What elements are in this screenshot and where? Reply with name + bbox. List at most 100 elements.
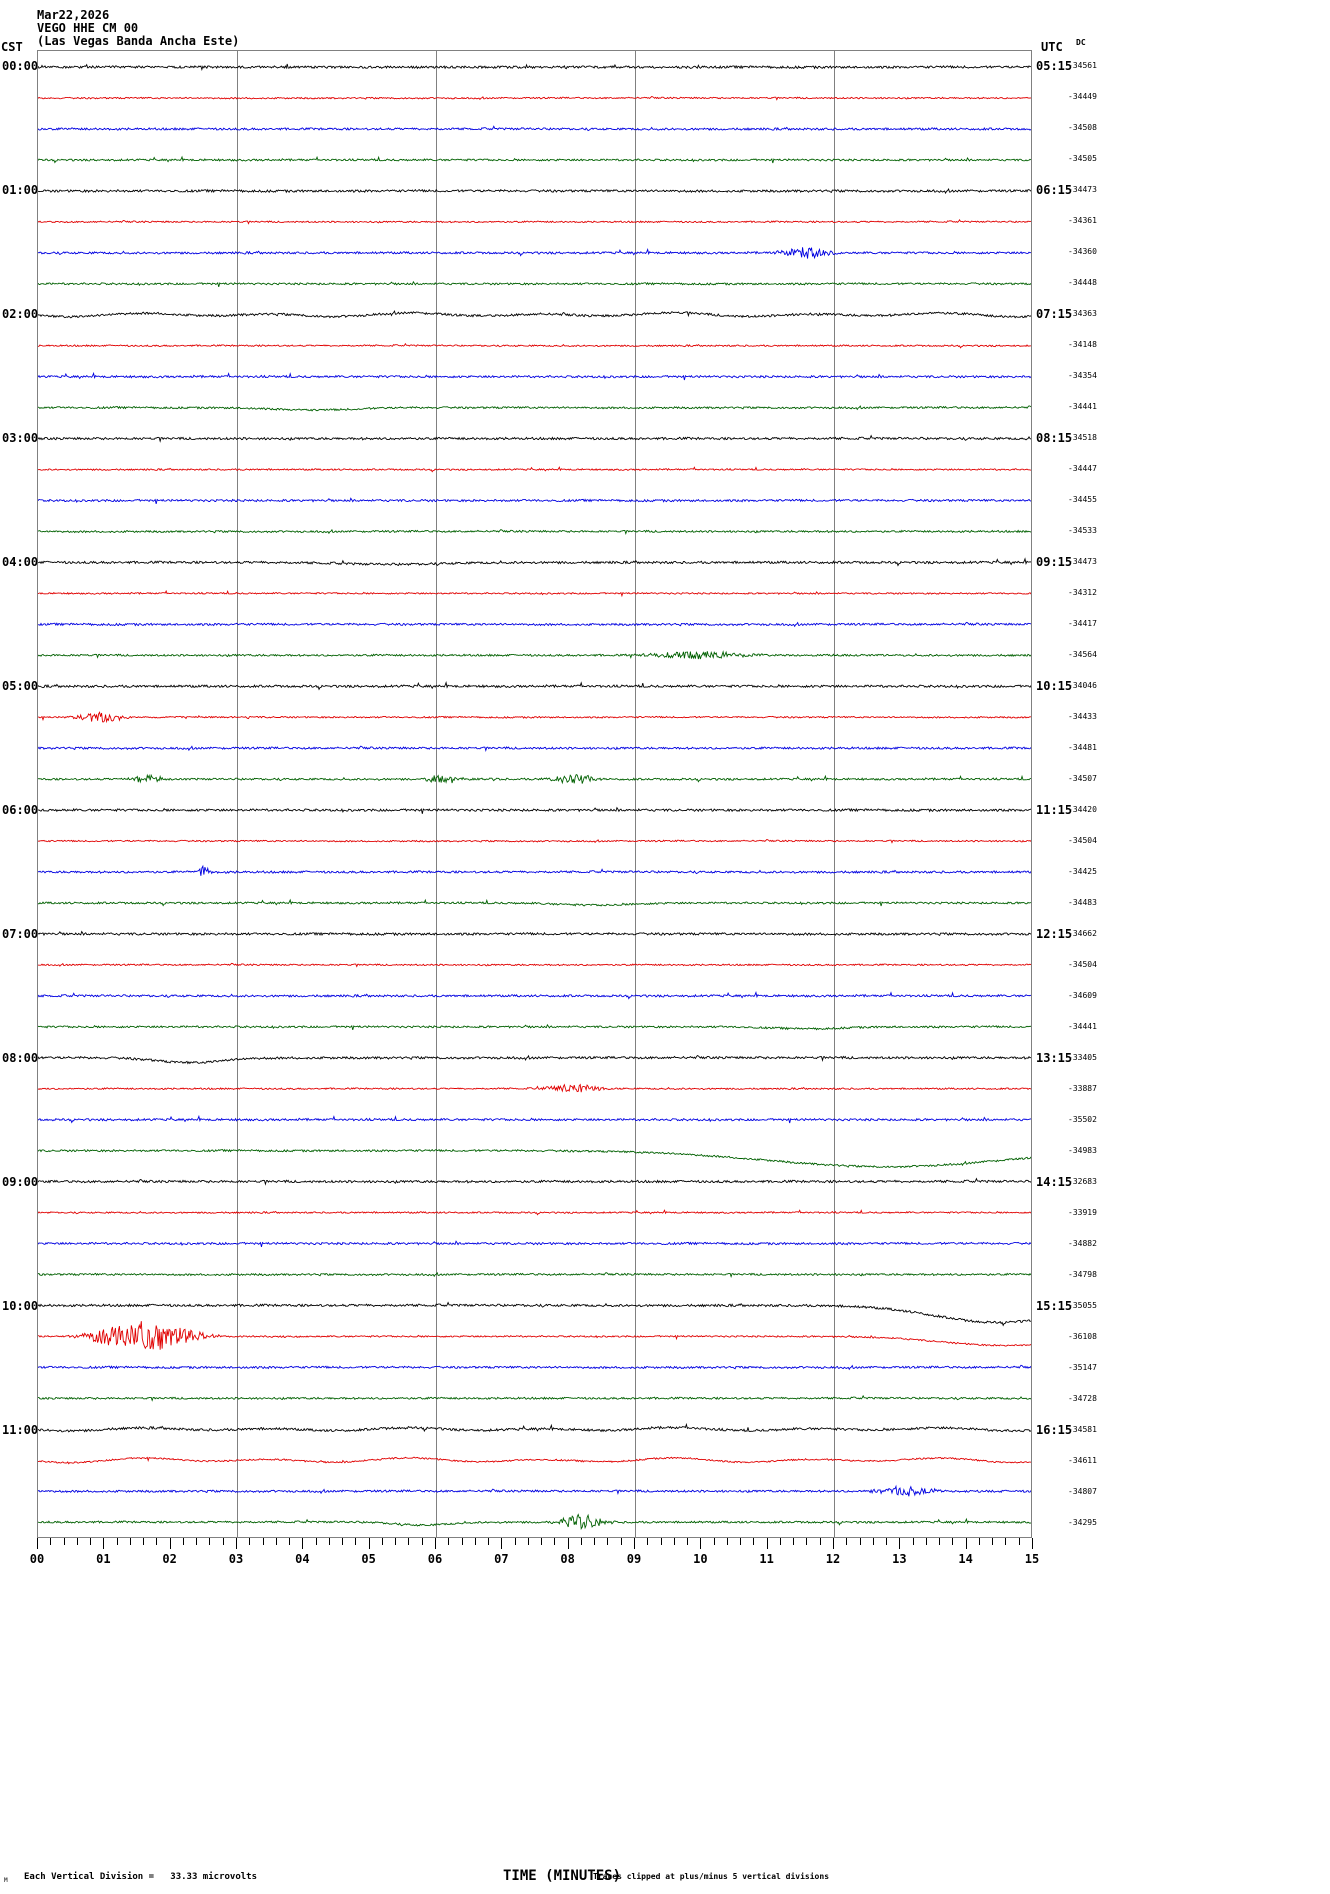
dc-offset-value: -34504 bbox=[1068, 960, 1097, 970]
x-axis-tick-label: 13 bbox=[892, 1552, 907, 1566]
x-tick-minor bbox=[594, 1538, 596, 1545]
corner-mark: M bbox=[4, 1877, 8, 1884]
x-tick-minor bbox=[607, 1538, 609, 1545]
utc-time-label: 12:15 bbox=[1036, 927, 1073, 942]
utc-time-label: 07:15 bbox=[1036, 307, 1073, 322]
x-tick-minor bbox=[315, 1538, 317, 1545]
dc-offset-value: -34518 bbox=[1068, 433, 1097, 443]
dc-offset-value: -34798 bbox=[1068, 1270, 1097, 1280]
trace-row-1 bbox=[38, 96, 1031, 101]
utc-time-label: 14:15 bbox=[1036, 1175, 1073, 1190]
x-tick-major bbox=[766, 1538, 768, 1549]
gridline-minute-3 bbox=[237, 51, 238, 1537]
cst-time-label: 11:00 bbox=[2, 1423, 39, 1438]
trace-row-22 bbox=[38, 745, 1031, 753]
dc-offset-value: -34609 bbox=[1068, 991, 1097, 1001]
x-tick-minor bbox=[1005, 1538, 1007, 1545]
clipping-note: Traces clipped at plus/minus 5 vertical … bbox=[593, 1872, 830, 1881]
x-tick-major bbox=[302, 1538, 304, 1549]
x-tick-minor bbox=[793, 1538, 795, 1545]
trace-row-17 bbox=[38, 589, 1031, 598]
trace-row-31 bbox=[38, 1023, 1031, 1031]
dc-offset-value: -34363 bbox=[1068, 309, 1097, 319]
dc-offset-value: -34295 bbox=[1068, 1518, 1097, 1528]
x-tick-major bbox=[567, 1538, 569, 1549]
x-tick-major bbox=[1032, 1538, 1033, 1549]
x-tick-minor bbox=[156, 1538, 158, 1545]
dc-offset-value: -34449 bbox=[1068, 92, 1097, 102]
x-axis-tick-label: 11 bbox=[759, 1552, 774, 1566]
dc-offset-value: -34448 bbox=[1068, 278, 1097, 288]
dc-offset-value: -34420 bbox=[1068, 805, 1097, 815]
x-axis-tick-label: 14 bbox=[958, 1552, 973, 1566]
cst-time-label: 10:00 bbox=[2, 1299, 39, 1314]
trace-row-26 bbox=[38, 864, 1031, 876]
x-tick-minor bbox=[249, 1538, 251, 1545]
x-tick-minor bbox=[779, 1538, 781, 1545]
x-axis-tick-label: 10 bbox=[693, 1552, 708, 1566]
trace-row-41 bbox=[38, 1321, 1031, 1350]
x-tick-minor bbox=[554, 1538, 556, 1545]
x-tick-major bbox=[634, 1538, 635, 1549]
x-tick-major bbox=[501, 1538, 503, 1549]
seismogram-plot bbox=[37, 50, 1032, 1538]
trace-row-2 bbox=[38, 125, 1031, 132]
x-tick-minor bbox=[978, 1538, 980, 1545]
dc-offset-value: -34360 bbox=[1068, 247, 1097, 257]
x-tick-minor bbox=[819, 1538, 821, 1545]
trace-row-46 bbox=[38, 1484, 1031, 1497]
dc-offset-value: -34807 bbox=[1068, 1487, 1097, 1497]
x-tick-minor bbox=[448, 1538, 450, 1545]
trace-row-36 bbox=[38, 1177, 1031, 1186]
x-tick-minor bbox=[196, 1538, 198, 1545]
dc-offset-value: -34508 bbox=[1068, 123, 1097, 133]
dc-offset-value: -34611 bbox=[1068, 1456, 1097, 1466]
x-axis-tick-label: 12 bbox=[825, 1552, 841, 1566]
dc-offset-value: -34046 bbox=[1068, 681, 1097, 691]
cst-time-label: 01:00 bbox=[2, 183, 39, 198]
dc-offset-value: -34425 bbox=[1068, 867, 1097, 877]
x-tick-minor bbox=[660, 1538, 662, 1545]
trace-row-29 bbox=[38, 962, 1031, 968]
gridline-minute-6 bbox=[436, 51, 437, 1537]
x-tick-major bbox=[700, 1538, 702, 1549]
trace-row-18 bbox=[38, 621, 1031, 628]
x-tick-minor bbox=[408, 1538, 410, 1545]
dc-offset-value: -34473 bbox=[1068, 185, 1097, 195]
trace-row-14 bbox=[38, 497, 1031, 504]
x-tick-minor bbox=[289, 1538, 291, 1545]
dc-offset-value: -34504 bbox=[1068, 836, 1097, 846]
dc-offset-value: -34473 bbox=[1068, 557, 1097, 567]
trace-row-47 bbox=[38, 1513, 1031, 1531]
header-date: Mar22,2026 bbox=[37, 8, 110, 22]
utc-time-label: 16:15 bbox=[1036, 1423, 1073, 1438]
x-axis-tick-label: 08 bbox=[560, 1552, 575, 1566]
scale-note: Each Vertical Division = 33.33 microvolt… bbox=[24, 1872, 257, 1882]
x-tick-minor bbox=[1018, 1538, 1020, 1545]
x-tick-minor bbox=[182, 1538, 184, 1545]
x-tick-minor bbox=[342, 1538, 344, 1545]
dc-offset-value: -33405 bbox=[1068, 1053, 1097, 1063]
x-tick-minor bbox=[580, 1538, 582, 1545]
x-tick-minor bbox=[355, 1538, 357, 1545]
x-axis-tick-label: 06 bbox=[427, 1552, 443, 1566]
cst-time-label: 04:00 bbox=[2, 555, 39, 570]
x-tick-minor bbox=[846, 1538, 848, 1545]
trace-row-44 bbox=[38, 1422, 1031, 1433]
cst-time-label: 05:00 bbox=[2, 679, 39, 694]
header-station: VEGO HHE CM 00 bbox=[37, 21, 139, 35]
dc-offset-value: -36108 bbox=[1068, 1332, 1097, 1342]
trace-row-19 bbox=[38, 650, 1031, 660]
x-tick-major bbox=[368, 1538, 370, 1549]
gridline-minute-12 bbox=[834, 51, 835, 1537]
x-tick-minor bbox=[143, 1538, 145, 1545]
trace-row-27 bbox=[38, 898, 1031, 907]
x-tick-minor bbox=[620, 1538, 622, 1545]
x-tick-major bbox=[965, 1538, 967, 1549]
trace-row-13 bbox=[38, 466, 1031, 473]
trace-row-10 bbox=[38, 371, 1031, 381]
trace-row-5 bbox=[38, 219, 1031, 225]
header-description: (Las Vegas Banda Ancha Este) bbox=[37, 34, 240, 48]
x-tick-minor bbox=[647, 1538, 649, 1545]
x-axis-tick-label: 05 bbox=[361, 1552, 376, 1566]
